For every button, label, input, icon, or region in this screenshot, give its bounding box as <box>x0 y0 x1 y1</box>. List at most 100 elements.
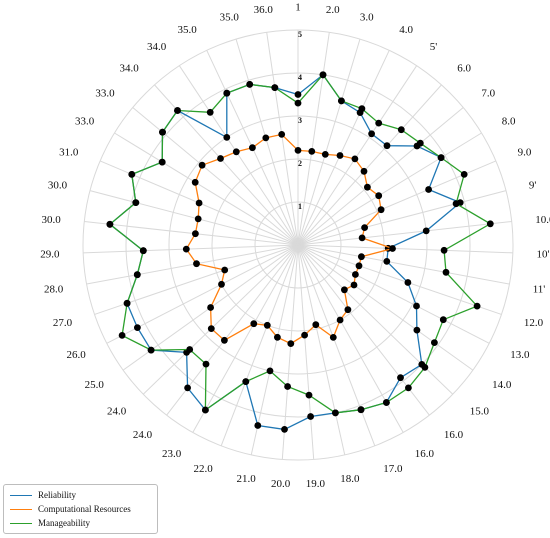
category-label-9: 9' <box>529 180 537 192</box>
series-2-point-31 <box>133 271 141 279</box>
series-1-point-1 <box>308 148 316 155</box>
category-label-16: 15.0 <box>470 406 490 418</box>
category-label-13: 12.0 <box>524 317 544 329</box>
series-1-point-18 <box>336 316 344 324</box>
spoke-4 <box>297 65 418 246</box>
category-label-14: 13.0 <box>510 349 530 361</box>
category-label-12: 11' <box>533 283 546 295</box>
series-1-point-17 <box>344 306 352 314</box>
series-1-point-33 <box>192 230 199 238</box>
series-2-point-42 <box>271 84 279 91</box>
series-0-point-10 <box>422 227 430 235</box>
spoke-22 <box>281 244 299 460</box>
series-2-point-21 <box>305 391 313 399</box>
series-2-point-29 <box>118 332 126 339</box>
category-label-11: 10' <box>537 249 550 261</box>
series-1-point-8 <box>377 206 385 214</box>
series-2 <box>106 71 494 417</box>
category-label-8: 9.0 <box>518 147 532 159</box>
category-label-5: 6.0 <box>457 62 471 74</box>
legend-label-manageability: Manageability <box>38 518 90 528</box>
series-1-point-28 <box>207 304 215 311</box>
series-2-point-38 <box>174 107 181 114</box>
series-1 <box>182 131 396 347</box>
category-label-27: 24.0 <box>107 406 127 418</box>
series-2-point-25 <box>202 406 209 414</box>
series-2-point-15 <box>431 339 438 346</box>
category-label-23: 21.0 <box>236 473 256 485</box>
category-label-40: 35.0 <box>177 24 197 36</box>
category-label-42: 36.0 <box>254 4 274 16</box>
series-0-point-13 <box>404 279 412 286</box>
series-1-point-10 <box>358 234 366 242</box>
category-label-39: 34.0 <box>147 41 167 53</box>
series-1-point-22 <box>287 340 295 347</box>
spoke-10 <box>297 220 512 246</box>
spoke-1 <box>297 32 330 246</box>
spoke-6 <box>297 107 464 246</box>
spoke-34 <box>89 190 299 246</box>
spoke-5 <box>297 84 442 246</box>
legend-label-computational-resources: Computational Resources <box>38 504 131 514</box>
series-1-point-4 <box>351 155 359 163</box>
category-label-33: 30.0 <box>42 214 62 226</box>
series-1-point-25 <box>250 320 258 328</box>
series-2-point-37 <box>159 128 166 136</box>
series-0-point-39 <box>223 134 231 141</box>
spoke-15 <box>297 244 474 371</box>
series-2-point-20 <box>332 409 339 417</box>
spoke-25 <box>192 244 299 433</box>
series-1-point-24 <box>263 321 271 329</box>
radial-tick-labels: 1 2 3 4 5 <box>298 30 302 211</box>
series-2-point-4 <box>375 119 383 127</box>
series-1-point-37 <box>198 161 206 169</box>
series-2-point-23 <box>266 367 274 375</box>
series-2-point-8 <box>460 171 468 178</box>
radial-tick-label-3: 3 <box>298 116 302 125</box>
category-label-6: 7.0 <box>481 87 495 99</box>
series-1-point-19 <box>329 334 337 341</box>
series-2-point-27 <box>186 346 194 353</box>
spoke-21 <box>297 244 315 460</box>
series-1-point-20 <box>312 321 320 329</box>
category-label-4: 5' <box>430 41 438 53</box>
series-2-point-34 <box>132 199 140 207</box>
spoke-37 <box>132 107 299 246</box>
category-label-0: 1 <box>295 1 301 13</box>
category-label-10: 10.0 <box>535 214 550 226</box>
series-1-point-26 <box>221 336 228 344</box>
series-0-point-23 <box>254 422 262 429</box>
series-1-point-23 <box>274 333 281 341</box>
series-1-point-31 <box>193 260 200 268</box>
category-label-18: 16.0 <box>415 448 435 460</box>
spoke-20 <box>297 244 346 455</box>
category-label-26: 24.0 <box>133 429 153 441</box>
series-1-point-35 <box>195 199 203 207</box>
category-label-41: 35.0 <box>220 12 240 24</box>
category-label-36: 33.0 <box>75 116 95 128</box>
category-label-20: 18.0 <box>340 473 360 485</box>
series-line-2 <box>108 73 492 414</box>
series-1-point-11 <box>389 245 396 252</box>
spoke-33 <box>84 220 299 246</box>
spoke-23 <box>250 244 299 455</box>
series-2-point-17 <box>405 384 412 392</box>
series-2-point-40 <box>223 89 231 97</box>
category-label-1: 2.0 <box>326 4 340 16</box>
series-2-point-5 <box>397 126 405 134</box>
series-2-point-7 <box>437 154 445 162</box>
spoke-42 <box>266 32 299 246</box>
category-label-21: 19.0 <box>306 478 326 490</box>
series-2-point-3 <box>358 105 366 113</box>
series-1-point-3 <box>336 152 344 159</box>
series-1-point-14 <box>352 271 359 278</box>
series-1-point-9 <box>361 224 368 232</box>
series-0-point-22 <box>281 426 288 433</box>
series-0-point-29 <box>134 324 141 331</box>
series-2-point-30 <box>123 299 131 307</box>
series-1-point-15 <box>350 281 358 289</box>
category-label-17: 16.0 <box>444 429 464 441</box>
spoke-11 <box>297 244 513 254</box>
category-label-19: 17.0 <box>383 463 403 475</box>
